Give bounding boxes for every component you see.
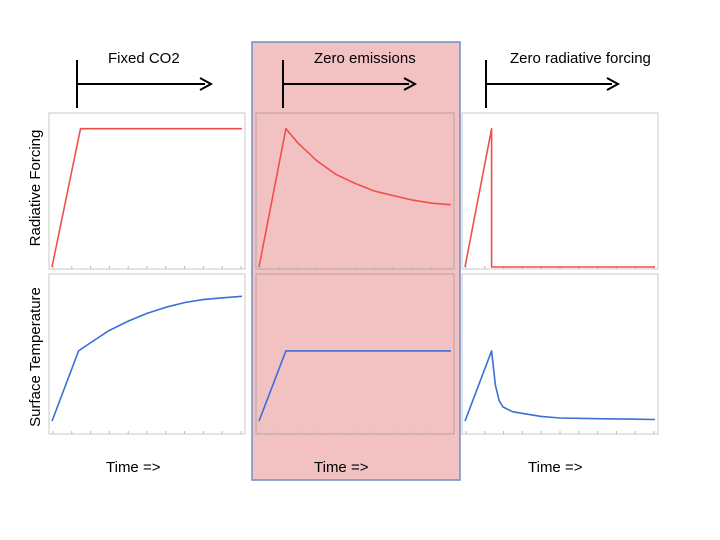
panel-frame	[461, 112, 659, 270]
panel-grid	[48, 112, 659, 435]
panel-frame	[461, 273, 659, 435]
temperature-curve	[258, 350, 451, 422]
arrow-head-icon	[199, 77, 214, 91]
time-axis-label: Time =>	[314, 459, 369, 476]
forcing-curve	[51, 127, 242, 268]
panel-frame	[255, 273, 455, 435]
arrow-head-icon	[403, 77, 418, 91]
forcing-curve	[258, 127, 452, 268]
scenario-headers: Fixed CO2 Zero emissions Zero radiative …	[76, 50, 651, 108]
panel-frame	[48, 112, 246, 270]
scenario-header-zero-radiative-forcing: Zero radiative forcing	[485, 50, 651, 108]
row-label-radiative-forcing: Radiative Forcing	[27, 130, 44, 247]
panel-frame	[255, 112, 455, 270]
temperature-curve	[51, 295, 243, 422]
scenario-header-fixed-co2: Fixed CO2	[76, 50, 214, 108]
scenario-title: Zero emissions	[314, 50, 416, 67]
forcing-curve	[464, 127, 655, 268]
time-axis-label: Time =>	[528, 459, 583, 476]
row-label-surface-temperature: Surface Temperature	[27, 287, 44, 427]
scenario-title: Zero radiative forcing	[510, 50, 651, 67]
panel-frame	[48, 273, 246, 435]
scenario-header-zero-emissions: Zero emissions	[282, 50, 418, 108]
time-axis-label: Time =>	[106, 459, 161, 476]
temperature-curve	[464, 350, 656, 422]
scenario-title: Fixed CO2	[108, 50, 180, 67]
arrow-head-icon	[606, 77, 621, 91]
